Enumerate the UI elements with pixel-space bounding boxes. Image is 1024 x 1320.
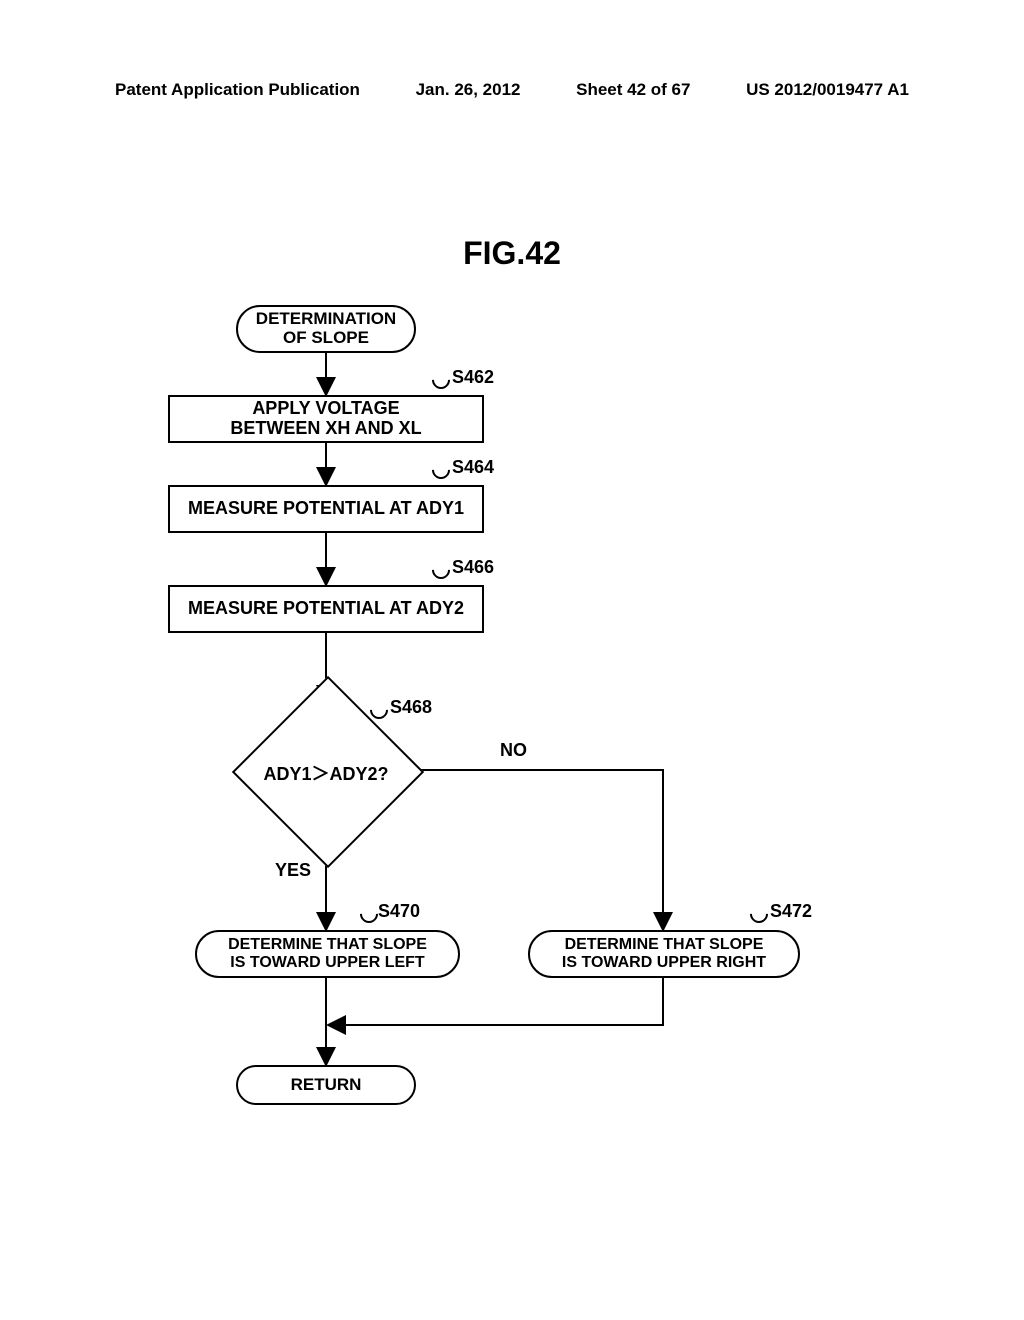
label-yes: YES: [275, 860, 311, 881]
label-no: NO: [500, 740, 527, 761]
flowchart: DETERMINATION OF SLOPE APPLY VOLTAGE BET…: [0, 305, 1024, 1205]
node-s464: MEASURE POTENTIAL AT ADY1: [168, 485, 484, 533]
label-s466: S466: [452, 557, 494, 578]
node-s462-text: APPLY VOLTAGE BETWEEN XH AND XL: [230, 399, 421, 439]
node-s470-text: DETERMINE THAT SLOPE IS TOWARD UPPER LEF…: [228, 936, 427, 971]
node-start-text: DETERMINATION OF SLOPE: [256, 310, 396, 347]
header-sheet: Sheet 42 of 67: [576, 80, 690, 100]
label-s468: S468: [390, 697, 432, 718]
node-start: DETERMINATION OF SLOPE: [236, 305, 416, 353]
page-header: Patent Application Publication Jan. 26, …: [0, 80, 1024, 100]
header-left: Patent Application Publication: [115, 80, 360, 100]
leader-arc: [428, 557, 453, 582]
label-s464: S464: [452, 457, 494, 478]
page: Patent Application Publication Jan. 26, …: [0, 0, 1024, 1320]
node-s466-text: MEASURE POTENTIAL AT ADY2: [188, 599, 464, 619]
node-return: RETURN: [236, 1065, 416, 1105]
header-date: Jan. 26, 2012: [416, 80, 521, 100]
header-docnumber: US 2012/0019477 A1: [746, 80, 909, 100]
leader-arc: [428, 367, 453, 392]
node-s462: APPLY VOLTAGE BETWEEN XH AND XL: [168, 395, 484, 443]
node-s466: MEASURE POTENTIAL AT ADY2: [168, 585, 484, 633]
node-s472-text: DETERMINE THAT SLOPE IS TOWARD UPPER RIG…: [562, 936, 766, 971]
node-s472: DETERMINE THAT SLOPE IS TOWARD UPPER RIG…: [528, 930, 800, 978]
figure-title: FIG.42: [0, 235, 1024, 272]
node-return-text: RETURN: [291, 1076, 362, 1095]
label-s470: S470: [378, 901, 420, 922]
leader-arc: [746, 901, 771, 926]
node-s470: DETERMINE THAT SLOPE IS TOWARD UPPER LEF…: [195, 930, 460, 978]
leader-arc: [428, 457, 453, 482]
node-s468-text: ADY1＞ADY2?: [256, 760, 396, 786]
label-s472: S472: [770, 901, 812, 922]
label-s462: S462: [452, 367, 494, 388]
node-s464-text: MEASURE POTENTIAL AT ADY1: [188, 499, 464, 519]
